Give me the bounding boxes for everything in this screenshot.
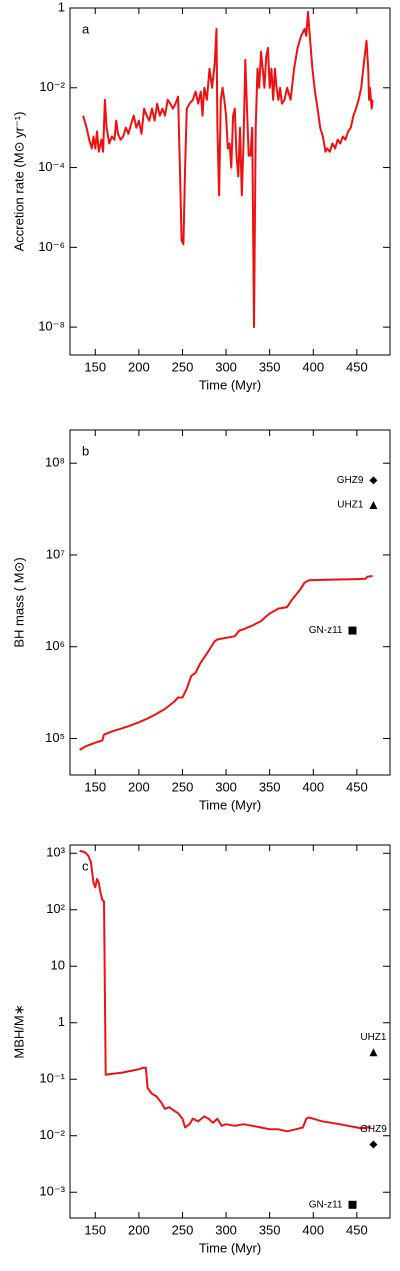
triangle-marker: [369, 1048, 378, 1057]
y-tick-label: 10⁷: [46, 546, 65, 561]
point-label: GN-z11: [309, 1199, 343, 1210]
y-tick-label: 10⁻⁸: [38, 319, 65, 334]
point-label: GN-z11: [309, 625, 343, 636]
y-tick-label: 10⁻⁶: [38, 239, 65, 254]
x-axis-label: Time (Myr): [199, 797, 261, 812]
y-tick-label: 10: [51, 958, 65, 973]
x-axis-label: Time (Myr): [199, 1240, 261, 1255]
y-tick-label: 10⁻³: [39, 1184, 65, 1199]
y-tick-label: 10²: [46, 901, 65, 916]
data-line: [82, 10, 374, 329]
y-tick-label: 1: [58, 0, 65, 14]
point-label: UHZ1: [360, 1032, 387, 1043]
y-axis-label: MBH/M∗: [11, 1004, 26, 1058]
diamond-marker: [369, 1140, 378, 1149]
x-tick-label: 350: [259, 1222, 281, 1237]
point-label: GHZ9: [360, 1124, 387, 1135]
point-label: UHZ1: [337, 500, 364, 511]
plot-frame: [69, 7, 391, 356]
y-tick-label: 10⁻²: [39, 79, 65, 94]
x-tick-label: 150: [84, 1222, 106, 1237]
x-tick-label: 400: [302, 359, 324, 374]
data-line: [79, 575, 373, 751]
y-axis-label: Accretion rate (M⊙ yr⁻¹): [11, 112, 26, 252]
x-tick-label: 450: [346, 1222, 368, 1237]
x-tick-label: 250: [172, 779, 194, 794]
y-tick-label: 10⁵: [45, 730, 65, 745]
x-tick-label: 150: [84, 779, 106, 794]
panel-label: a: [82, 21, 90, 36]
x-tick-label: 450: [346, 359, 368, 374]
x-tick-label: 250: [172, 1222, 194, 1237]
x-tick-label: 200: [128, 1222, 150, 1237]
x-tick-label: 350: [259, 359, 281, 374]
y-tick-label: 10⁶: [45, 638, 65, 653]
point-label: GHZ9: [337, 475, 364, 486]
x-tick-label: 200: [128, 359, 150, 374]
square-marker: [348, 626, 357, 635]
x-tick-label: 150: [84, 359, 106, 374]
y-tick-label: 10³: [46, 845, 65, 860]
plot-frame: [69, 429, 391, 776]
y-axis-label: BH mass ( M⊙): [11, 557, 26, 647]
x-tick-label: 350: [259, 779, 281, 794]
plot-frame: [69, 844, 391, 1219]
y-tick-label: 10⁻²: [39, 1127, 65, 1142]
x-axis-label: Time (Myr): [199, 377, 261, 392]
x-tick-label: 250: [172, 359, 194, 374]
y-tick-label: 10⁸: [45, 455, 65, 470]
x-tick-label: 300: [215, 1222, 237, 1237]
x-tick-label: 450: [346, 779, 368, 794]
y-tick-label: 1: [58, 1014, 65, 1029]
data-line: [79, 849, 371, 1133]
panel-label: b: [82, 443, 89, 458]
square-marker: [348, 1200, 357, 1209]
panel-label: c: [82, 858, 89, 873]
y-tick-label: 10⁻⁴: [38, 159, 65, 174]
x-tick-label: 300: [215, 359, 237, 374]
x-tick-label: 400: [302, 1222, 324, 1237]
x-tick-label: 200: [128, 779, 150, 794]
y-tick-label: 10⁻¹: [39, 1071, 65, 1086]
triangle-marker: [369, 501, 378, 510]
x-tick-label: 400: [302, 779, 324, 794]
diamond-marker: [369, 476, 378, 485]
x-tick-label: 300: [215, 779, 237, 794]
